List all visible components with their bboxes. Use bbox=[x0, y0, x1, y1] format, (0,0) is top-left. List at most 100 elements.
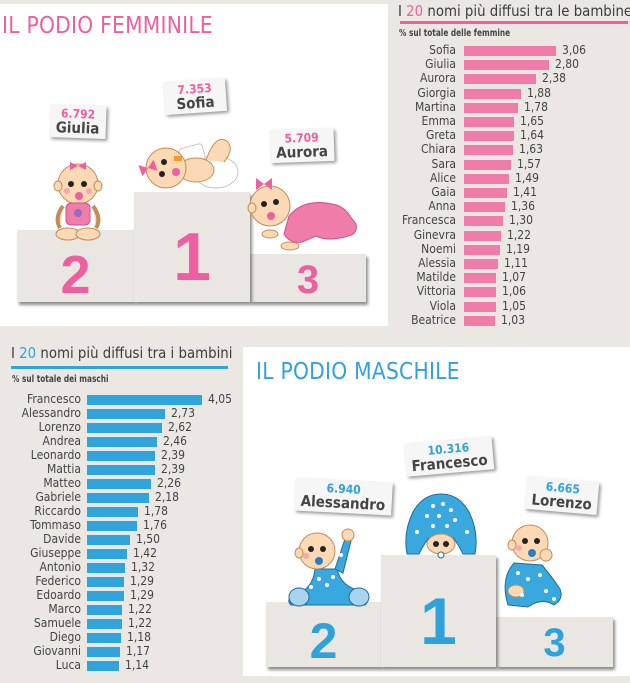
bar-value-label: 1,29 bbox=[130, 574, 155, 588]
podium-block-2: 2 bbox=[17, 230, 134, 305]
bar-value-label: 2,73 bbox=[171, 406, 196, 420]
chart-title-suffix: nomi più diffusi tra le bambine bbox=[423, 2, 630, 20]
male-chart-title: I 20 nomi più diffusi tra i bambini bbox=[11, 344, 232, 362]
chart-row: Gaia 1,41 bbox=[396, 185, 537, 200]
chart-row: Sofia 3,06 bbox=[396, 43, 586, 58]
bar bbox=[464, 131, 514, 142]
row-name: Alessia bbox=[418, 256, 456, 270]
chart-row: Martina 1,78 bbox=[396, 99, 548, 115]
row-name: Lorenzo bbox=[38, 420, 81, 434]
female-chart-rule bbox=[400, 21, 628, 24]
row-name: Giuseppe bbox=[30, 546, 81, 560]
podium-name: Aurora bbox=[275, 141, 329, 162]
bar-value-label: 1,29 bbox=[130, 588, 155, 602]
row-name: Andrea bbox=[42, 434, 81, 448]
row-name: Alessandro bbox=[21, 406, 81, 420]
podium-label-2: 6.940 Alessandro bbox=[294, 477, 393, 516]
row-name: Vittoria bbox=[416, 284, 456, 299]
chart-row: Vittoria 1,06 bbox=[396, 284, 526, 299]
row-name: Ginevra bbox=[413, 227, 456, 242]
bar-value-label: 1,03 bbox=[501, 312, 526, 327]
chart-row: Francesca 1,30 bbox=[396, 213, 533, 228]
bar bbox=[464, 273, 496, 284]
bar-value-label: 1,50 bbox=[136, 532, 161, 546]
row-name: Sofia bbox=[429, 43, 456, 57]
bar bbox=[87, 493, 149, 503]
bar bbox=[464, 117, 514, 127]
chart-row: Tommaso 1,76 bbox=[8, 518, 167, 533]
bar-value-label: 1,36 bbox=[511, 199, 536, 214]
bar-value-label: 1,64 bbox=[520, 128, 545, 143]
bar-value-label: 2,39 bbox=[161, 448, 186, 462]
podium-label-2: 6.792 Giulia bbox=[49, 104, 107, 140]
bar bbox=[464, 159, 511, 170]
bar-value-label: 1,49 bbox=[515, 170, 540, 185]
bar bbox=[464, 259, 498, 269]
chart-row: Giuseppe 1,42 bbox=[8, 546, 157, 561]
row-name: Noemi bbox=[421, 241, 456, 256]
chart-title-highlight: 20 bbox=[406, 2, 424, 20]
row-name: Edoardo bbox=[36, 588, 81, 602]
bar bbox=[87, 633, 121, 643]
male-chart-subtitle: % sul totale dei maschi bbox=[12, 374, 109, 385]
row-name: Gaia bbox=[431, 185, 456, 199]
bar-value-label: 1,06 bbox=[502, 284, 527, 299]
row-name: Federico bbox=[35, 574, 81, 588]
podium-name: Alessandro bbox=[300, 491, 386, 514]
podium-place-number: 3 bbox=[296, 258, 320, 302]
row-name: Viola bbox=[429, 298, 456, 313]
bar-value-label: 2,80 bbox=[555, 57, 580, 72]
bar bbox=[87, 479, 151, 489]
row-name: Luca bbox=[55, 658, 81, 672]
bar bbox=[87, 521, 137, 531]
baby-girl-sitting-icon bbox=[53, 162, 103, 241]
bar bbox=[464, 74, 536, 85]
row-name: Davide bbox=[43, 532, 81, 546]
podium-label-1: 7.353 Sofia bbox=[162, 77, 228, 116]
row-name: Martina bbox=[414, 99, 456, 114]
chart-row: Mattia 2,39 bbox=[8, 462, 185, 477]
bar-value-label: 1,17 bbox=[126, 644, 151, 658]
row-name: Sara bbox=[431, 156, 456, 171]
podium-name: Francesco bbox=[410, 450, 489, 475]
podium-place-number: 1 bbox=[420, 584, 457, 658]
bar bbox=[464, 315, 495, 326]
bar-value-label: 1,42 bbox=[133, 546, 158, 560]
row-name: Gabriele bbox=[35, 490, 81, 504]
podium-label-3: 5.709 Aurora bbox=[269, 127, 335, 164]
male-chart-rule bbox=[11, 366, 228, 369]
podium-place-number: 2 bbox=[309, 613, 338, 669]
bar-value-label: 1,22 bbox=[507, 227, 532, 242]
male-podium-panel: IL PODIO MASCHILE 2 3 1 6.940 Alessandro… bbox=[243, 347, 630, 676]
baby-girl-crawling-icon bbox=[247, 178, 357, 251]
male-podium-title: IL PODIO MASCHILE bbox=[256, 359, 460, 385]
chart-row: Matilde 1,07 bbox=[396, 270, 526, 285]
chart-row: Federico 1,29 bbox=[8, 574, 154, 589]
chart-row: Francesco 4,05 bbox=[8, 392, 232, 407]
bar bbox=[464, 60, 549, 71]
bar-value-label: 1,78 bbox=[524, 99, 549, 114]
chart-row: Matteo 2,26 bbox=[8, 476, 181, 491]
chart-title-highlight: 20 bbox=[19, 344, 37, 362]
bar bbox=[87, 423, 162, 433]
bar-value-label: 1,11 bbox=[504, 256, 529, 270]
bar-value-label: 1,22 bbox=[128, 616, 153, 630]
chart-row: Luca 1,14 bbox=[8, 658, 149, 673]
chart-row: Diego 1,18 bbox=[8, 630, 151, 645]
bar-value-label: 2,26 bbox=[157, 476, 182, 490]
chart-row: Riccardo 1,78 bbox=[8, 504, 168, 519]
chart-row: Gabriele 2,18 bbox=[8, 490, 179, 505]
podium-block-3: 3 bbox=[250, 254, 366, 302]
bar-value-label: 2,18 bbox=[155, 490, 180, 504]
bar bbox=[87, 563, 125, 573]
bar bbox=[464, 216, 503, 227]
female-chart-title: I 20 nomi più diffusi tra le bambine bbox=[398, 2, 630, 20]
chart-title-suffix: nomi più diffusi tra i bambini bbox=[36, 344, 233, 362]
bar-value-label: 1,07 bbox=[502, 270, 527, 285]
chart-row: Greta 1,64 bbox=[396, 128, 544, 143]
chart-row: Sara 1,57 bbox=[396, 156, 541, 172]
row-name: Francesca bbox=[402, 213, 456, 228]
bar-value-label: 1,41 bbox=[513, 185, 538, 199]
chart-row: Viola 1,05 bbox=[396, 298, 526, 314]
row-name: Giovanni bbox=[33, 644, 81, 658]
